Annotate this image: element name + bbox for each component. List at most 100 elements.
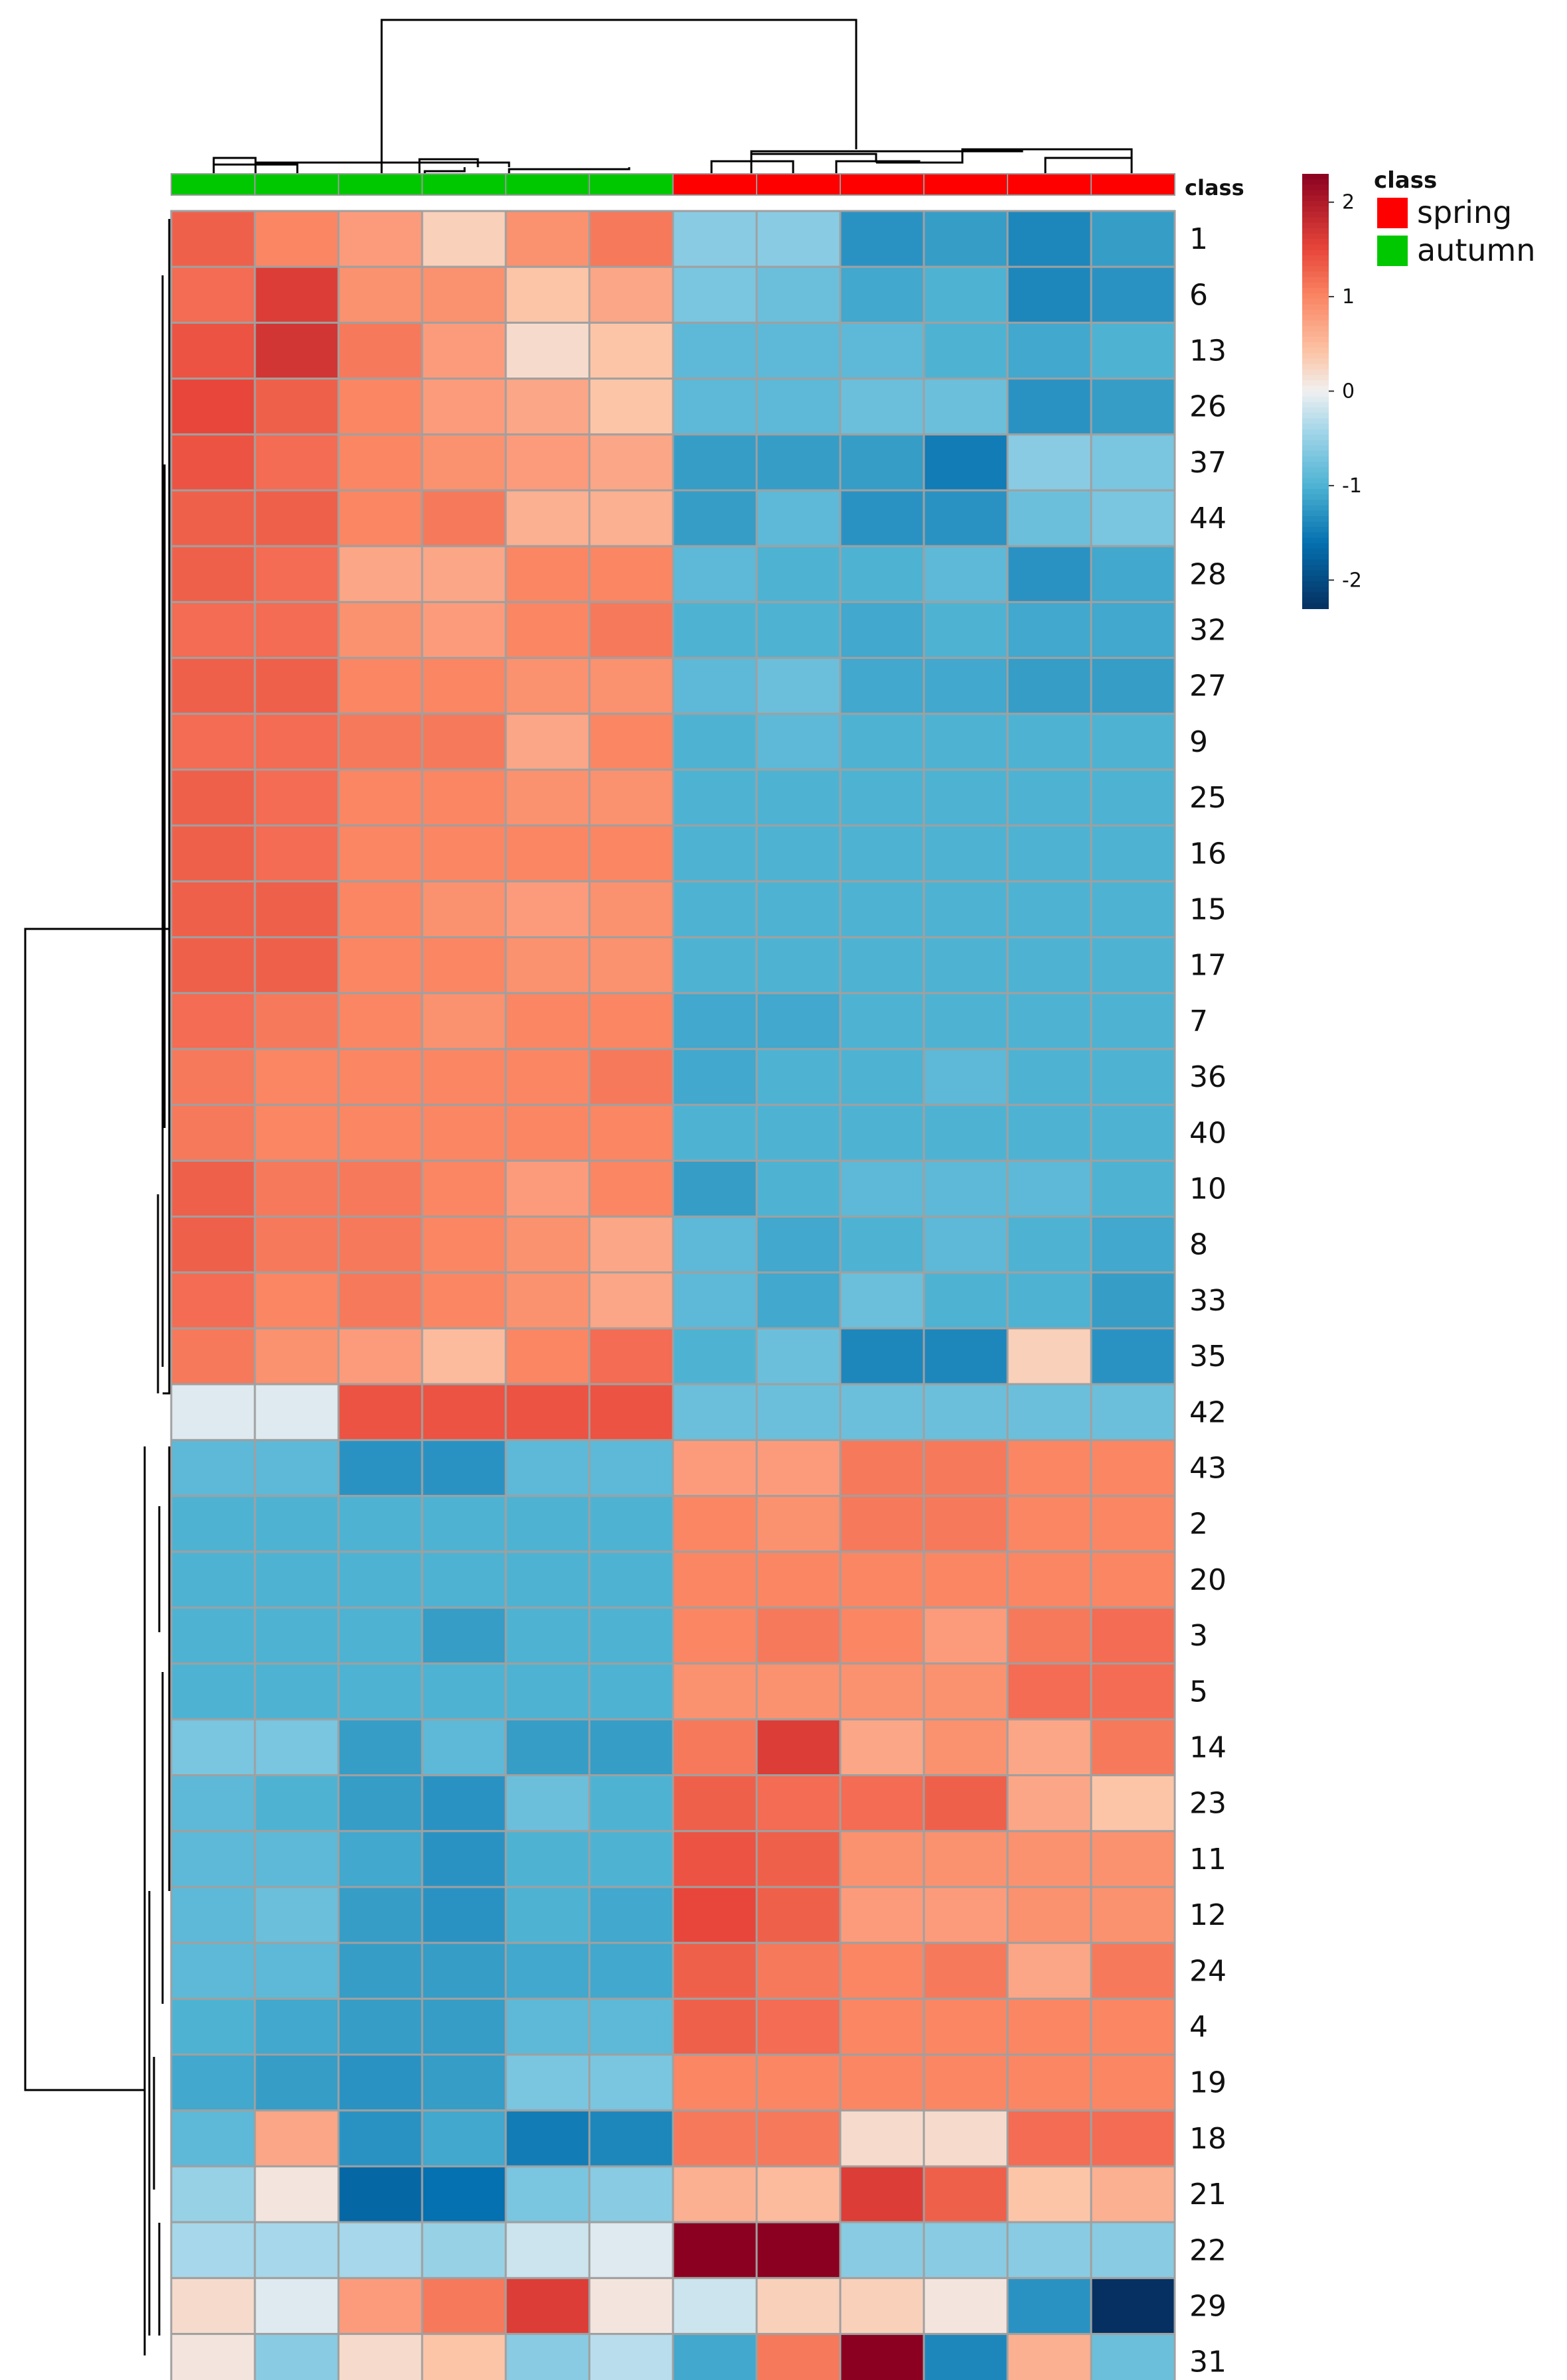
class-bar-cell: [1007, 173, 1092, 196]
heatmap-cell: [1006, 2054, 1092, 2112]
heatmap-cell: [504, 2109, 591, 2168]
colorbar-segment: [1302, 494, 1329, 501]
colorbar-segment: [1302, 423, 1329, 430]
heatmap-cell: [504, 880, 591, 939]
heatmap-cell: [588, 1886, 674, 1944]
heatmap-cell: [170, 2221, 256, 2279]
colorbar-segment: [1302, 348, 1329, 354]
heatmap-cell: [504, 545, 591, 603]
heatmap-cell: [337, 2165, 423, 2223]
heatmap-cell: [1006, 600, 1092, 660]
heatmap-cell: [755, 880, 842, 939]
column-dendrogram: [212, 19, 1133, 176]
heatmap-cell: [923, 1383, 1009, 1441]
heatmap-cell: [170, 1159, 256, 1218]
heatmap-cell: [923, 321, 1009, 380]
heatmap-cell: [254, 824, 340, 882]
heatmap-cell: [1006, 2165, 1092, 2223]
heatmap-cell: [421, 1830, 507, 1888]
colorbar-segment: [1302, 228, 1329, 235]
heatmap-cell: [923, 1495, 1009, 1553]
colorbar-tick-label: -2: [1342, 569, 1362, 592]
heatmap-cell: [755, 2165, 842, 2223]
heatmap-cell: [337, 433, 423, 492]
heatmap-cell: [923, 1271, 1009, 1330]
heatmap-cell: [504, 1830, 591, 1888]
heatmap-cell: [254, 1103, 340, 1162]
heatmap-cell: [421, 1271, 507, 1330]
heatmap-cell: [337, 1997, 423, 2056]
heatmap-cell: [1006, 768, 1092, 827]
heatmap-cell: [923, 2221, 1009, 2279]
class-bar-cell: [421, 173, 506, 196]
row-label: 12: [1189, 1898, 1227, 1932]
heatmap-cell: [421, 1438, 507, 1498]
row-label: 17: [1189, 949, 1227, 983]
heatmap-cell: [1090, 1327, 1176, 1385]
heatmap-cell: [254, 2333, 340, 2380]
row-label: 28: [1189, 557, 1227, 591]
row-label: 14: [1189, 1731, 1227, 1765]
heatmap-cell: [755, 321, 842, 380]
colorbar-segment: [1302, 435, 1329, 441]
heatmap-cell: [337, 1606, 423, 1665]
class-bar-cell: [589, 173, 674, 196]
heatmap-cell: [504, 2333, 591, 2380]
colorbar-segment: [1302, 413, 1329, 419]
heatmap-cell: [1090, 545, 1176, 603]
heatmap-cell: [337, 1216, 423, 1274]
heatmap-cell: [1090, 2221, 1176, 2279]
heatmap-cell: [1006, 545, 1092, 603]
heatmap-cell: [755, 210, 842, 268]
heatmap-cell: [672, 936, 758, 995]
row-label: 6: [1189, 278, 1208, 312]
colorbar-tick-label: 0: [1342, 380, 1355, 403]
colorbar-segment: [1302, 239, 1329, 245]
heatmap-cell: [170, 2109, 256, 2168]
heatmap-cell: [1006, 1606, 1092, 1665]
row-label: 20: [1189, 1563, 1227, 1597]
heatmap-cell: [170, 1438, 256, 1498]
colorbar-segment: [1302, 261, 1329, 267]
heatmap-cell: [170, 1495, 256, 1553]
heatmap-cell: [254, 1606, 340, 1665]
heatmap-cell: [588, 1774, 674, 1833]
heatmap-cell: [337, 1271, 423, 1330]
heatmap-cell: [254, 210, 340, 268]
heatmap-cell: [923, 378, 1009, 436]
heatmap-cell: [839, 210, 925, 268]
heatmap-cell: [337, 2276, 423, 2336]
heatmap-cell: [254, 1438, 340, 1498]
colorbar-segment: [1302, 304, 1329, 311]
heatmap-cell: [672, 1048, 758, 1106]
heatmap-cell: [1090, 1886, 1176, 1944]
heatmap-cell: [839, 1159, 925, 1218]
heatmap-cell: [170, 1216, 256, 1274]
heatmap-cell: [170, 936, 256, 995]
heatmap-cell: [672, 1774, 758, 1833]
heatmap-cell: [588, 1718, 674, 1777]
heatmap-cell: [504, 1718, 591, 1777]
colorbar-segment: [1302, 478, 1329, 484]
heatmap-cell: [923, 600, 1009, 660]
heatmap-cell: [170, 2165, 256, 2223]
heatmap-cell: [923, 2276, 1009, 2336]
heatmap-cell: [504, 657, 591, 715]
heatmap-cell: [672, 713, 758, 771]
heatmap-cell: [755, 1718, 842, 1777]
heatmap-cell: [421, 824, 507, 882]
heatmap-cell: [923, 433, 1009, 492]
heatmap-cell: [337, 321, 423, 380]
heatmap-cell: [1006, 210, 1092, 268]
row-label: 5: [1189, 1675, 1208, 1709]
heatmap-cell: [1006, 2109, 1092, 2168]
heatmap-cell: [254, 1662, 340, 1720]
heatmap-cell: [170, 992, 256, 1050]
heatmap-cell: [839, 1103, 925, 1162]
colorbar-segment: [1302, 440, 1329, 447]
heatmap-cell: [588, 1997, 674, 2056]
heatmap-cell: [755, 1495, 842, 1553]
colorbar-segment: [1302, 331, 1329, 338]
heatmap-cell: [923, 824, 1009, 882]
